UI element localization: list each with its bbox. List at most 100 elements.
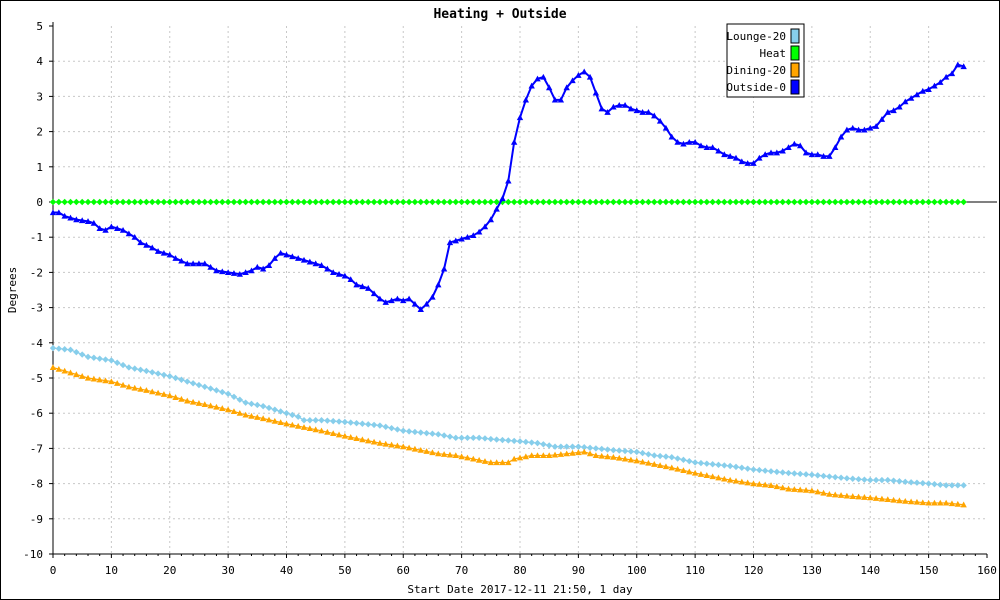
data-point bbox=[884, 496, 891, 503]
data-point bbox=[907, 94, 915, 101]
data-point bbox=[633, 107, 640, 114]
data-point bbox=[919, 499, 926, 506]
data-point bbox=[154, 389, 162, 396]
data-point bbox=[960, 501, 967, 508]
x-tick-label: 50 bbox=[338, 564, 351, 577]
data-point bbox=[703, 144, 710, 151]
data-point bbox=[493, 205, 500, 212]
data-point bbox=[61, 198, 68, 206]
data-point bbox=[417, 198, 424, 206]
data-point bbox=[230, 408, 238, 415]
data-point bbox=[820, 153, 827, 159]
data-point bbox=[534, 452, 541, 459]
data-point bbox=[551, 443, 559, 450]
data-point bbox=[464, 434, 471, 442]
data-point bbox=[458, 453, 465, 460]
data-point bbox=[67, 369, 74, 376]
legend-label: Lounge-20 bbox=[726, 30, 786, 43]
y-tick-label: 0 bbox=[36, 196, 43, 209]
data-point bbox=[651, 461, 658, 467]
data-point bbox=[832, 473, 839, 481]
data-point bbox=[697, 198, 705, 206]
data-point bbox=[277, 419, 284, 426]
data-point bbox=[598, 452, 605, 459]
data-point bbox=[230, 393, 238, 400]
data-point bbox=[195, 198, 203, 206]
data-point bbox=[756, 480, 763, 487]
data-point bbox=[242, 269, 249, 275]
data-point bbox=[178, 198, 185, 206]
data-point bbox=[785, 469, 792, 477]
data-point bbox=[207, 263, 214, 270]
data-point bbox=[732, 154, 740, 161]
data-point bbox=[896, 198, 903, 206]
data-point bbox=[440, 265, 448, 272]
data-point bbox=[365, 198, 372, 206]
data-point bbox=[867, 494, 874, 501]
data-point bbox=[154, 248, 162, 254]
data-point bbox=[948, 70, 956, 77]
data-point bbox=[172, 394, 179, 400]
data-point bbox=[102, 377, 109, 384]
data-point bbox=[680, 140, 687, 147]
data-point bbox=[791, 140, 798, 147]
data-point bbox=[411, 445, 419, 452]
data-point bbox=[797, 142, 804, 149]
data-point bbox=[283, 251, 290, 258]
data-point bbox=[452, 198, 459, 206]
data-point bbox=[551, 96, 559, 103]
data-point bbox=[102, 356, 109, 363]
y-axis-label: Degrees bbox=[6, 267, 19, 313]
data-point bbox=[119, 381, 127, 388]
data-point bbox=[102, 226, 109, 233]
legend: Lounge-20 Heat Dining-20 Outside-0 bbox=[726, 23, 805, 98]
data-point bbox=[487, 435, 495, 443]
data-point bbox=[458, 434, 465, 442]
data-point bbox=[335, 418, 343, 425]
data-point bbox=[84, 353, 92, 361]
data-point bbox=[96, 355, 103, 362]
data-point bbox=[639, 458, 646, 465]
series-dining-20 bbox=[49, 364, 967, 508]
x-tick-label: 40 bbox=[280, 564, 293, 577]
data-point bbox=[551, 451, 559, 458]
data-point bbox=[160, 249, 168, 256]
data-point bbox=[405, 444, 413, 451]
data-point bbox=[446, 198, 454, 206]
data-point bbox=[440, 198, 448, 206]
data-point bbox=[429, 293, 436, 300]
data-point bbox=[510, 138, 518, 145]
data-point bbox=[534, 75, 541, 82]
data-point bbox=[604, 453, 611, 460]
data-point bbox=[937, 499, 944, 506]
data-point bbox=[686, 138, 693, 145]
data-point bbox=[137, 366, 144, 373]
y-tick-label: -4 bbox=[30, 337, 44, 350]
data-point bbox=[149, 369, 156, 376]
data-point bbox=[621, 102, 629, 108]
series-line bbox=[52, 366, 964, 506]
data-point bbox=[481, 458, 489, 464]
data-point bbox=[481, 198, 489, 206]
data-point bbox=[797, 198, 804, 206]
data-point bbox=[347, 434, 354, 440]
data-point bbox=[586, 73, 594, 80]
data-point bbox=[645, 109, 652, 115]
data-point bbox=[335, 198, 343, 206]
data-point bbox=[639, 449, 646, 457]
data-point bbox=[61, 346, 68, 353]
data-point bbox=[160, 391, 168, 397]
data-point bbox=[481, 435, 489, 442]
data-point bbox=[884, 109, 891, 115]
data-point bbox=[49, 209, 57, 216]
data-point bbox=[878, 116, 886, 122]
data-point bbox=[417, 306, 424, 312]
data-point bbox=[616, 447, 623, 454]
data-point bbox=[172, 374, 179, 382]
data-point bbox=[890, 496, 897, 503]
data-point bbox=[189, 260, 197, 267]
data-point bbox=[90, 219, 98, 226]
data-point bbox=[90, 198, 98, 206]
x-tick-label: 150 bbox=[919, 564, 939, 577]
x-tick-label: 110 bbox=[685, 564, 705, 577]
